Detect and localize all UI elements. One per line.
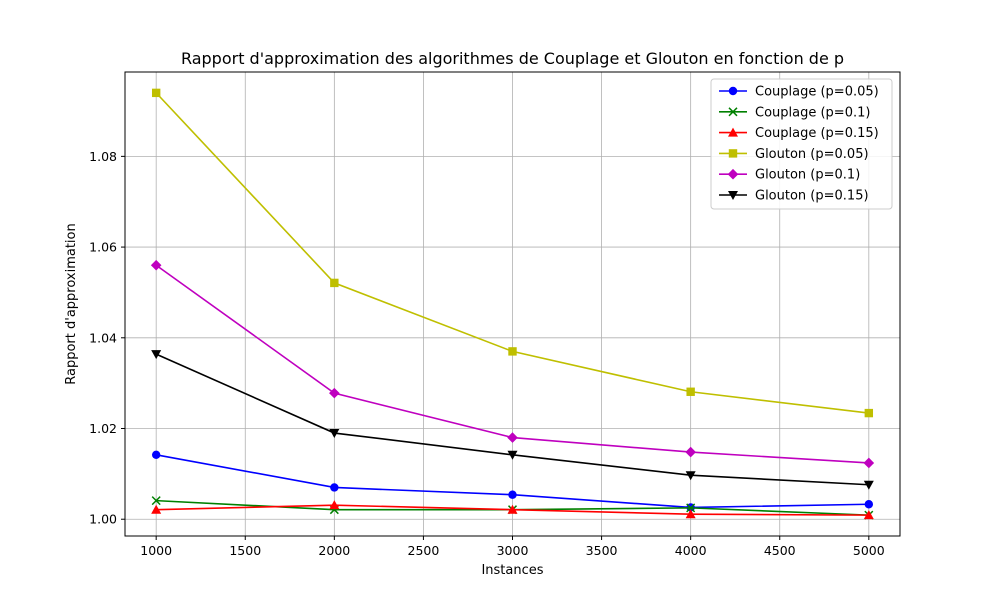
legend-item-couplage-p-0-1: Couplage (p=0.1) <box>719 105 870 120</box>
x-tick-label: 3500 <box>586 543 618 558</box>
chart-title: Rapport d'approximation des algorithmes … <box>181 49 844 68</box>
legend-label: Couplage (p=0.15) <box>755 126 879 141</box>
legend-marker <box>727 168 739 180</box>
legend-item-glouton-p-0-1: Glouton (p=0.1) <box>719 168 860 183</box>
series-glouton-p-0-15 <box>151 350 874 490</box>
legend-item-glouton-p-0-05: Glouton (p=0.05) <box>719 147 869 162</box>
x-tick-label: 3000 <box>497 543 529 558</box>
x-tick-label: 1500 <box>229 543 261 558</box>
legend-item-couplage-p-0-15: Couplage (p=0.15) <box>719 126 879 141</box>
data-point <box>151 504 162 514</box>
data-point <box>329 387 340 399</box>
data-point <box>507 504 518 514</box>
data-point <box>863 510 874 520</box>
data-point <box>330 278 339 288</box>
data-point <box>508 347 517 356</box>
y-tick-label: 1.02 <box>89 421 117 436</box>
x-tick-label: 4000 <box>675 543 707 558</box>
data-point <box>685 509 696 519</box>
legend-label: Couplage (p=0.05) <box>755 85 879 100</box>
legend-marker <box>728 127 738 137</box>
x-tick-label: 1000 <box>140 543 172 558</box>
data-point <box>507 450 518 460</box>
series-layer <box>150 88 875 520</box>
data-point <box>507 432 518 443</box>
legend-marker <box>728 149 738 158</box>
legend-marker <box>728 107 738 117</box>
legend-box <box>710 78 893 210</box>
axis-ticks: 1000 1500 2000 2500 3000 3500 4000 4500 5000 1.00… <box>89 149 885 558</box>
y-axis-label: Rapport d'approximation <box>64 223 79 385</box>
legend-item-glouton-p-0-15: Glouton (p=0.15) <box>719 189 869 204</box>
data-point <box>151 350 162 360</box>
x-tick-label: 5000 <box>853 543 885 558</box>
legend: Couplage (p=0.05) Couplage (p=0.1) Couplag… <box>710 78 893 210</box>
legend-label: Glouton (p=0.1) <box>755 168 860 183</box>
y-tick-label: 1.06 <box>89 240 117 255</box>
y-tick-label: 1.00 <box>89 512 117 527</box>
data-point <box>685 446 696 458</box>
legend-marker <box>728 191 738 200</box>
data-point <box>329 500 340 510</box>
x-axis-label: Instances <box>481 563 543 578</box>
data-point <box>151 450 161 460</box>
data-point <box>508 490 517 499</box>
legend-item-couplage-p-0-05: Couplage (p=0.05) <box>719 85 879 100</box>
y-tick-label: 1.04 <box>89 330 117 345</box>
series-couplage-p-0-15 <box>151 500 874 520</box>
data-point <box>150 259 162 271</box>
data-point <box>863 480 874 490</box>
data-point <box>685 471 696 481</box>
series-glouton-p-0-1 <box>150 259 875 469</box>
data-point <box>686 503 696 513</box>
data-point <box>686 387 695 396</box>
data-point <box>864 500 874 509</box>
y-tick-label: 1.08 <box>89 149 117 164</box>
data-point <box>330 483 339 492</box>
x-tick-label: 2500 <box>408 543 440 558</box>
legend-label: Couplage (p=0.1) <box>755 105 870 120</box>
data-point <box>863 457 875 469</box>
data-point <box>151 88 161 98</box>
data-point <box>329 429 340 439</box>
legend-marker <box>728 86 738 96</box>
series-glouton-p-0-05 <box>151 88 874 418</box>
x-tick-label: 2000 <box>318 543 350 558</box>
legend-label: Glouton (p=0.15) <box>755 189 869 204</box>
data-point <box>151 496 161 506</box>
x-tick-label: 4500 <box>764 543 796 558</box>
data-point <box>864 408 874 418</box>
legend-label: Glouton (p=0.05) <box>755 147 869 162</box>
